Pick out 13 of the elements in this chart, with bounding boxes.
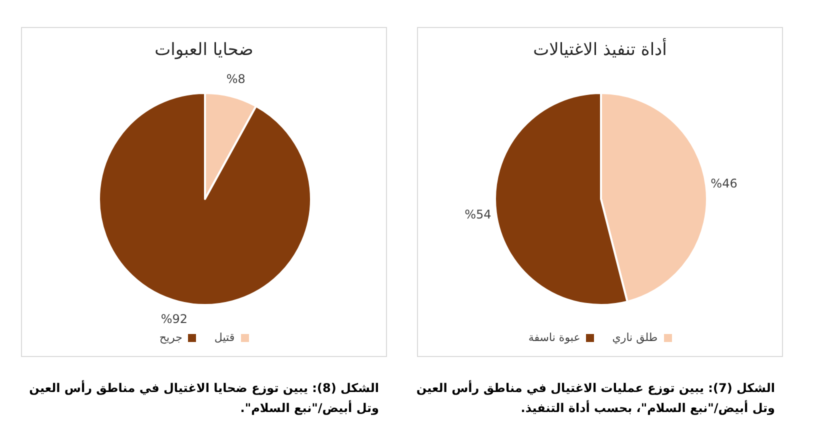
legend-label: جريح — [159, 331, 182, 344]
data-label: %8 — [226, 72, 246, 86]
pie-slice — [98, 92, 312, 306]
legend-label: عبوة ناسفة — [528, 331, 580, 344]
text: الشكل (8): يبين توزع ضحايا الاغتيال في مناطق رأس العين وتل أبيض/"نبع السلام". — [28, 379, 379, 417]
data-label: %46 — [710, 176, 738, 190]
legend-label: طلق ناري — [612, 331, 658, 344]
data-label: %92 — [160, 312, 188, 326]
chart-title: أداة تنفيذ الاغتيالات — [532, 40, 668, 60]
chart-title: ضحايا العبوات — [154, 40, 254, 60]
legend-label: قتيل — [214, 331, 235, 344]
text: الشكل (7): يبين توزع عمليات الاغتيال في مناطق رأس العين وتل أبيض/"نبع السلام"، بحسب أداة التنفيذ. — [415, 379, 775, 417]
data-label: %54 — [464, 208, 492, 222]
